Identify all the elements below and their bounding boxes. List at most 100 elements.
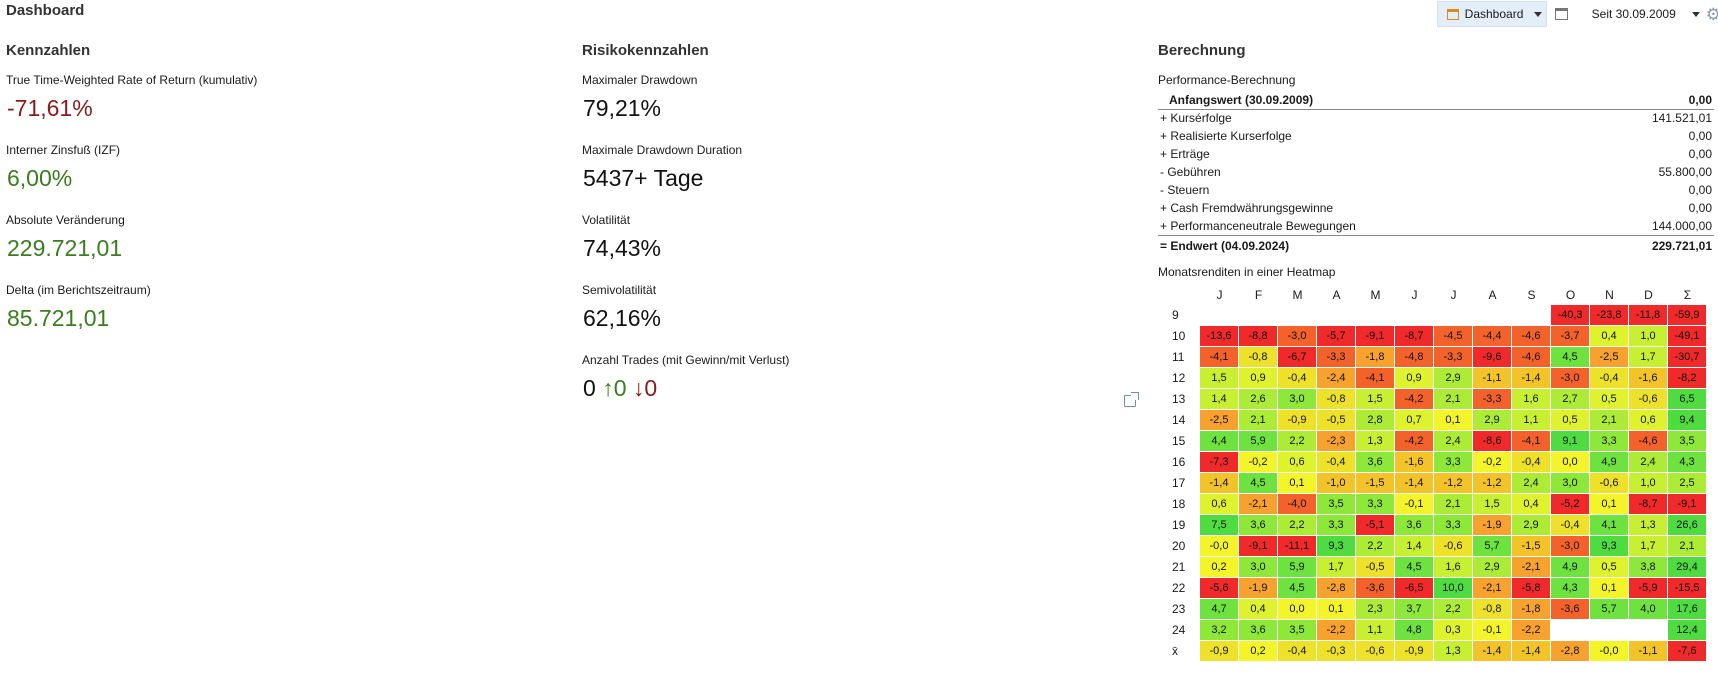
period-chevron-down-icon[interactable] bbox=[1691, 11, 1700, 17]
performance-row: - Steuern 0,00 bbox=[1158, 181, 1714, 199]
heatmap-cell: -15,5 bbox=[1668, 578, 1706, 598]
heatmap-row: 17 -1,4 4,5 0,1 -1,0 -1,5 -1,4 -1,2 -1,2 2,4 3,0 -0… bbox=[1170, 473, 1714, 494]
heatmap-year-label: 24 bbox=[1172, 623, 1186, 637]
heatmap-cell: -3,0 bbox=[1551, 368, 1589, 388]
heatmap-cell: 2,2 bbox=[1434, 599, 1472, 619]
heatmap-cell: -4,8 bbox=[1395, 347, 1433, 367]
performance-row: - Gebühren 55.800,00 bbox=[1158, 163, 1714, 181]
heatmap-cell: 9,3 bbox=[1590, 536, 1628, 556]
performance-table: Anfangswert (30.09.2009) 0,00 + Kursérfo… bbox=[1158, 91, 1714, 257]
heatmap-cell: 4,7 bbox=[1200, 599, 1238, 619]
period-selector[interactable]: Seit 30.09.2009 bbox=[1591, 7, 1676, 21]
heatmap-cell: 1,6 bbox=[1434, 557, 1472, 577]
heatmap-cell bbox=[1356, 305, 1394, 325]
heatmap-cell: 29,4 bbox=[1668, 557, 1706, 577]
heatmap-cell: -3,3 bbox=[1317, 347, 1355, 367]
heatmap-cell: 2,3 bbox=[1356, 599, 1394, 619]
heatmap-cell bbox=[1395, 305, 1433, 325]
heatmap-cell: 4,5 bbox=[1395, 557, 1433, 577]
heatmap-cell: -0,4 bbox=[1551, 515, 1589, 535]
heatmap-cell: -3,3 bbox=[1434, 347, 1472, 367]
heatmap-cell: -49,1 bbox=[1668, 326, 1706, 346]
end-value: 229.721,01 bbox=[1579, 234, 1714, 257]
heatmap-row: 9 -40,3 -23,8 -11,8 -59,9 bbox=[1170, 305, 1714, 326]
heatmap-cell: 4,3 bbox=[1668, 452, 1706, 472]
heatmap-cell: -5,9 bbox=[1629, 578, 1667, 598]
heatmap-cell: -3,6 bbox=[1356, 578, 1394, 598]
heatmap-cell: -1,6 bbox=[1629, 368, 1667, 388]
heatmap-cell: -4,0 bbox=[1278, 494, 1316, 514]
heatmap-cell: -9,1 bbox=[1239, 536, 1277, 556]
heatmap-row: 12 1,5 0,9 -0,4 -2,4 -4,1 0,9 2,9 -1,1 -1,4 -3,0 -0… bbox=[1170, 368, 1714, 389]
heatmap-cell: -2,1 bbox=[1239, 494, 1277, 514]
heatmap-cell: -0,9 bbox=[1200, 641, 1238, 661]
heatmap-cell: -1,4 bbox=[1512, 641, 1550, 661]
dashboard-selector-button[interactable]: Dashboard bbox=[1436, 1, 1547, 27]
heatmap-cell: -1,5 bbox=[1512, 536, 1550, 556]
gear-icon[interactable]: ⚙ bbox=[1705, 4, 1718, 24]
heatmap-cell: -4,6 bbox=[1512, 347, 1550, 367]
external-link-icon[interactable] bbox=[1124, 392, 1139, 407]
heatmap-year-label: 13 bbox=[1172, 392, 1186, 406]
risk-label: Maximaler Drawdown bbox=[582, 73, 698, 87]
performance-row-label: + Cash Fremdwährungsgewinne bbox=[1160, 201, 1334, 215]
heatmap-cell: -0,4 bbox=[1512, 452, 1550, 472]
heatmap-row: 16 -7,3 -0,2 0,6 -0,4 3,6 -1,6 3,3 -0,2 -0,4 0,0 4,… bbox=[1170, 452, 1714, 473]
heatmap-cell: 5,9 bbox=[1239, 431, 1277, 451]
heatmap-cell: -8,7 bbox=[1395, 326, 1433, 346]
heatmap-cell: 12,4 bbox=[1668, 620, 1706, 640]
end-label: = Endwert (04.09.2024) bbox=[1158, 234, 1579, 257]
heatmap-cell: -59,9 bbox=[1668, 305, 1706, 325]
kennzahlen-widget: Kennzahlen True Time-Weighted Rate of Re… bbox=[6, 42, 506, 353]
window-icon[interactable] bbox=[1554, 8, 1568, 20]
risk-value: 79,21% bbox=[583, 95, 662, 121]
kpi-label: Absolute Veränderung bbox=[6, 213, 125, 227]
heatmap-year-label: 9 bbox=[1172, 308, 1179, 322]
heatmap-cell: 2,1 bbox=[1668, 536, 1706, 556]
heatmap-cell: -3,3 bbox=[1473, 389, 1511, 409]
heatmap-cell: -0,6 bbox=[1434, 536, 1472, 556]
performance-row-value: 0,00 bbox=[1688, 129, 1712, 143]
heatmap-row: 13 1,4 2,6 3,0 -0,8 1,5 -4,2 2,1 -3,3 1,6 2,7 0,5 -0… bbox=[1170, 389, 1714, 410]
performance-row-value: 55.800,00 bbox=[1658, 165, 1712, 179]
heatmap-cell: 3,3 bbox=[1434, 452, 1472, 472]
risk-value: 62,16% bbox=[583, 305, 662, 331]
heatmap-cell: -4,6 bbox=[1629, 431, 1667, 451]
heatmap-cell: 26,6 bbox=[1668, 515, 1706, 535]
heatmap-cell: -0,4 bbox=[1278, 641, 1316, 661]
heatmap-cell: -9,1 bbox=[1356, 326, 1394, 346]
heatmap-cell: -1,2 bbox=[1473, 473, 1511, 493]
heatmap-cell: 0,4 bbox=[1590, 326, 1628, 346]
heatmap-cell: -0,2 bbox=[1473, 452, 1511, 472]
heatmap-cell: 2,2 bbox=[1356, 536, 1394, 556]
heatmap-month-header: J bbox=[1450, 288, 1457, 302]
heatmap-cell: -0,6 bbox=[1590, 473, 1628, 493]
heatmap-cell: -1,8 bbox=[1512, 599, 1550, 619]
heatmap-cell: 2,8 bbox=[1356, 410, 1394, 430]
heatmap-cell: -3,6 bbox=[1551, 599, 1589, 619]
heatmap-month-header: J bbox=[1411, 288, 1418, 302]
heatmap-cell: 4,3 bbox=[1551, 578, 1589, 598]
end-value-row: = Endwert (04.09.2024) 229.721,01 bbox=[1158, 234, 1714, 257]
heatmap-cell: 3,0 bbox=[1278, 389, 1316, 409]
heatmap-cell: 2,1 bbox=[1590, 410, 1628, 430]
heatmap-cell: 2,4 bbox=[1434, 431, 1472, 451]
heatmap-cell: 0,4 bbox=[1512, 494, 1550, 514]
trades-label: Anzahl Trades (mit Gewinn/mit Verlust) bbox=[582, 353, 790, 367]
heatmap-month-header: D bbox=[1644, 288, 1653, 302]
berechnung-title: Berechnung bbox=[1158, 42, 1246, 59]
heatmap-cell: -30,7 bbox=[1668, 347, 1706, 367]
heatmap-cell: -3,7 bbox=[1551, 326, 1589, 346]
heatmap-row: 21 0,2 3,0 5,9 1,7 -0,5 4,5 1,6 2,9 -2,1 4,9 0,5 3,8… bbox=[1170, 557, 1714, 578]
heatmap-cell: -4,6 bbox=[1512, 326, 1550, 346]
heatmap-cell: -11,1 bbox=[1278, 536, 1316, 556]
heatmap: J F M A M J J A S O N D Σ 9 -40,3 -23,8 -11,8 -59,9 10 -13,… bbox=[1170, 285, 1714, 662]
heatmap-cell: -2,1 bbox=[1512, 557, 1550, 577]
heatmap-year-label: 18 bbox=[1172, 497, 1186, 511]
heatmap-cell: 0,9 bbox=[1239, 368, 1277, 388]
heatmap-cell: -6,7 bbox=[1278, 347, 1316, 367]
heatmap-cell: -5,1 bbox=[1356, 515, 1394, 535]
chevron-down-icon[interactable] bbox=[1533, 11, 1542, 17]
heatmap-cell: -1,2 bbox=[1434, 473, 1472, 493]
heatmap-month-header: F bbox=[1254, 288, 1263, 302]
